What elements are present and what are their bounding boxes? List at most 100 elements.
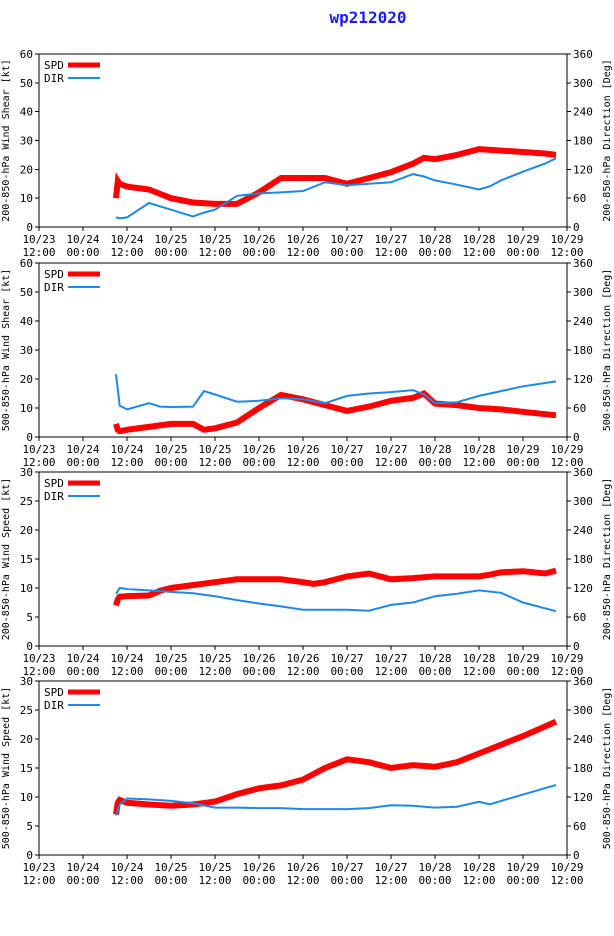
- x-tick-date: 10/24: [110, 652, 143, 665]
- y-right-tick-label: 120: [573, 582, 593, 595]
- x-tick-date: 10/27: [330, 443, 363, 456]
- x-tick-time: 00:00: [242, 246, 275, 259]
- x-tick-date: 10/27: [374, 861, 407, 874]
- x-tick-date: 10/29: [550, 443, 583, 456]
- x-tick-time: 00:00: [154, 874, 187, 887]
- x-tick-time: 00:00: [506, 874, 539, 887]
- x-tick-date: 10/24: [66, 652, 99, 665]
- x-tick-date: 10/27: [330, 652, 363, 665]
- dir-series-line: [115, 783, 557, 816]
- y-right-tick-label: 240: [573, 524, 593, 537]
- y-right-tick-label: 60: [573, 402, 586, 415]
- x-tick-time: 12:00: [462, 874, 495, 887]
- plot-frame: [38, 471, 568, 647]
- y-right-tick-label: 0: [573, 221, 580, 234]
- y-right-axis-title: 500-850-hPa Direction [Deg]: [602, 269, 613, 432]
- x-tick-date: 10/29: [506, 861, 539, 874]
- x-tick-date: 10/28: [418, 443, 451, 456]
- x-tick-time: 12:00: [198, 246, 231, 259]
- x-tick-time: 00:00: [66, 456, 99, 469]
- legend-label-spd: SPD: [44, 59, 64, 72]
- y-left-tick-label: 50: [20, 286, 33, 299]
- x-tick-time: 00:00: [418, 874, 451, 887]
- y-left-axis-title: 500-850-hPa Wind Shear [kt]: [1, 269, 12, 432]
- x-tick-date: 10/27: [374, 652, 407, 665]
- y-right-axis-title: 500-850-hPa Direction [Deg]: [602, 687, 613, 850]
- y-left-tick-label: 5: [26, 611, 33, 624]
- y-right-axis-title: 200-850-hPa Direction [Deg]: [602, 59, 613, 222]
- x-tick-time: 00:00: [242, 456, 275, 469]
- x-tick-time: 12:00: [22, 874, 55, 887]
- y-right-axis-title: 200-850-hPa Direction [Deg]: [602, 478, 613, 641]
- x-tick-time: 12:00: [374, 665, 407, 678]
- y-right-tick-label: 300: [573, 286, 593, 299]
- x-tick-time: 00:00: [66, 874, 99, 887]
- x-tick-date: 10/28: [462, 443, 495, 456]
- chart-panel-4: 05101520253006012018024030036010/2312:00…: [1, 675, 613, 887]
- y-left-tick-label: 5: [26, 820, 33, 833]
- y-left-tick-label: 40: [20, 106, 33, 119]
- y-right-tick-label: 300: [573, 495, 593, 508]
- y-right-tick-label: 120: [573, 163, 593, 176]
- y-right-tick-label: 300: [573, 704, 593, 717]
- x-tick-date: 10/24: [110, 233, 143, 246]
- y-left-tick-label: 30: [20, 675, 33, 688]
- x-tick-date: 10/26: [286, 861, 319, 874]
- x-tick-date: 10/28: [418, 652, 451, 665]
- x-tick-time: 12:00: [286, 456, 319, 469]
- y-right-tick-label: 240: [573, 733, 593, 746]
- x-tick-date: 10/25: [154, 861, 187, 874]
- x-tick-date: 10/24: [110, 443, 143, 456]
- x-tick-time: 00:00: [330, 456, 363, 469]
- spd-series-line: [113, 718, 558, 815]
- plot-frame: [38, 680, 568, 856]
- dir-series-line: [115, 157, 557, 220]
- x-tick-date: 10/25: [154, 233, 187, 246]
- y-left-tick-label: 10: [20, 791, 33, 804]
- y-left-tick-label: 60: [20, 257, 33, 270]
- x-tick-time: 12:00: [22, 456, 55, 469]
- chart-panel-1: 010203040506006012018024030036010/2312:0…: [1, 48, 613, 259]
- x-tick-time: 12:00: [462, 665, 495, 678]
- y-left-tick-label: 10: [20, 402, 33, 415]
- x-tick-date: 10/25: [198, 652, 231, 665]
- y-right-tick-label: 360: [573, 466, 593, 479]
- legend-label-dir: DIR: [44, 699, 64, 712]
- y-right-tick-label: 0: [573, 431, 580, 444]
- y-left-tick-label: 10: [20, 582, 33, 595]
- x-tick-time: 12:00: [198, 665, 231, 678]
- x-tick-time: 12:00: [462, 246, 495, 259]
- x-tick-date: 10/25: [198, 861, 231, 874]
- x-tick-date: 10/25: [154, 443, 187, 456]
- y-left-axis-title: 200-850-hPa Wind Speed [kt]: [1, 478, 12, 641]
- x-tick-date: 10/26: [242, 233, 275, 246]
- x-tick-date: 10/26: [286, 233, 319, 246]
- y-right-tick-label: 60: [573, 611, 586, 624]
- x-tick-time: 12:00: [550, 665, 583, 678]
- y-left-tick-label: 30: [20, 466, 33, 479]
- x-tick-date: 10/27: [374, 443, 407, 456]
- x-tick-date: 10/23: [22, 861, 55, 874]
- y-left-tick-label: 0: [26, 221, 33, 234]
- y-left-tick-label: 20: [20, 733, 33, 746]
- chart-panel-2: 010203040506006012018024030036010/2312:0…: [1, 257, 613, 469]
- y-right-tick-label: 60: [573, 192, 586, 205]
- y-right-tick-label: 360: [573, 257, 593, 270]
- x-tick-time: 00:00: [418, 456, 451, 469]
- x-tick-time: 00:00: [154, 665, 187, 678]
- y-left-tick-label: 30: [20, 135, 33, 148]
- chart-panel-3: 05101520253006012018024030036010/2312:00…: [1, 466, 613, 678]
- x-tick-time: 00:00: [154, 246, 187, 259]
- x-tick-date: 10/29: [506, 652, 539, 665]
- x-tick-time: 12:00: [110, 874, 143, 887]
- y-left-tick-label: 10: [20, 192, 33, 205]
- x-tick-time: 00:00: [66, 246, 99, 259]
- x-tick-date: 10/28: [462, 861, 495, 874]
- x-tick-date: 10/23: [22, 233, 55, 246]
- x-tick-time: 12:00: [110, 456, 143, 469]
- x-tick-time: 12:00: [550, 456, 583, 469]
- y-left-tick-label: 20: [20, 373, 33, 386]
- y-left-tick-label: 20: [20, 524, 33, 537]
